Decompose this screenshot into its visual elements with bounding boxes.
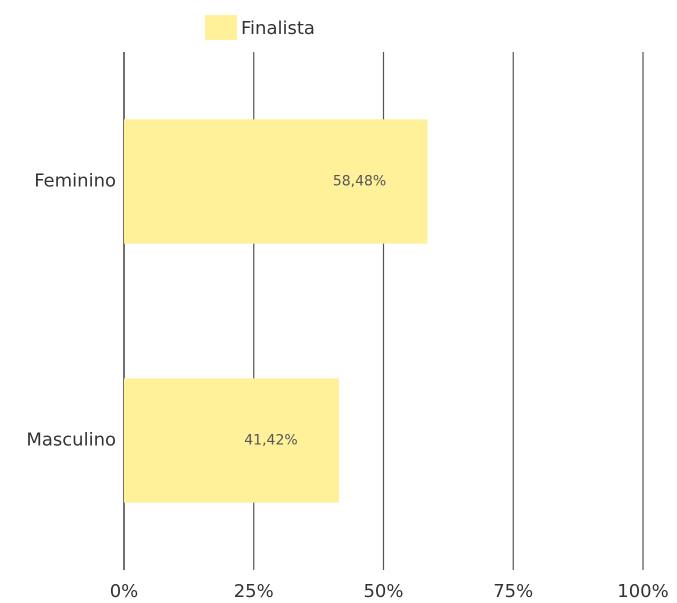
y-tick-label: Feminino — [34, 171, 116, 192]
x-tick-label: 50% — [363, 581, 403, 602]
legend-label: Finalista — [241, 18, 315, 39]
legend-swatch — [205, 15, 237, 40]
y-tick-label: Masculino — [26, 430, 116, 451]
bar — [124, 378, 339, 503]
x-tick-label: 0% — [110, 581, 139, 602]
bar — [124, 119, 428, 244]
value-label: 58,48% — [333, 174, 386, 190]
x-tick-label: 25% — [234, 581, 274, 602]
x-tick-label: 75% — [493, 581, 533, 602]
x-tick-label: 100% — [617, 581, 668, 602]
value-label: 41,42% — [244, 433, 297, 449]
